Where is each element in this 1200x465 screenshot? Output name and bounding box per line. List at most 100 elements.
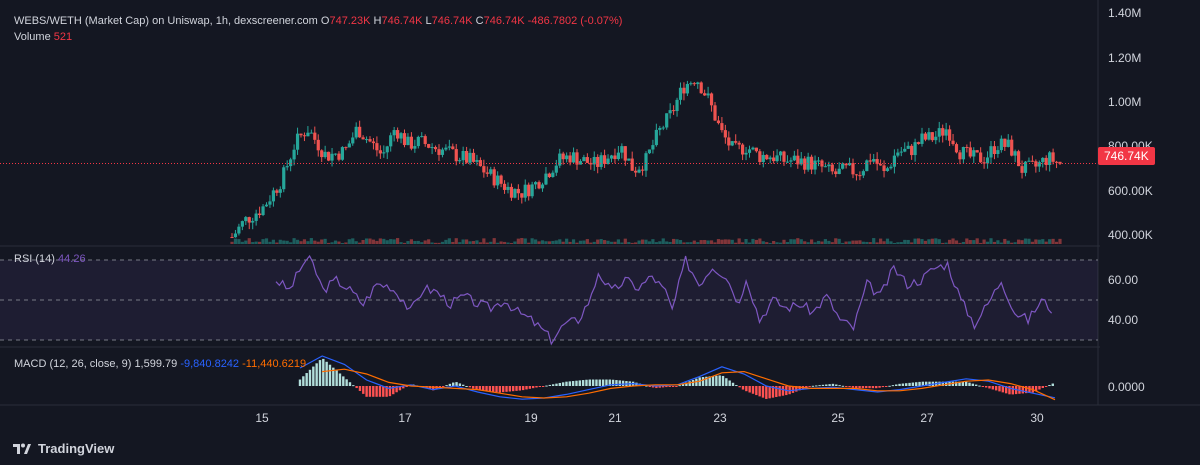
rsi-label: RSI (14) [14,253,55,265]
candle-body [630,158,634,171]
volume-bar [523,238,527,244]
candle-body [416,136,420,147]
volume-bar [985,241,990,244]
candle-body [789,160,793,162]
macd-histogram-bar [875,386,878,389]
macd-histogram-bar [1004,386,1008,394]
candle-body [844,163,848,166]
macd-line [299,355,1056,400]
volume-bar [830,242,834,244]
volume-bar [540,240,545,244]
macd-histogram-bar [888,385,891,387]
volume-bar [758,238,762,244]
macd-histogram-bar [905,383,908,386]
candle-body [344,147,348,149]
volume-bar [879,238,883,244]
volume-bar [992,241,997,244]
volume-bar [499,241,503,244]
macd-histogram-bar [648,386,651,387]
candle-body [603,155,607,164]
volume-bar [868,242,872,244]
volume-bar [661,238,665,244]
candle-body [782,151,786,162]
candle-body [713,105,717,121]
volume-bar [1030,241,1034,244]
candle-body [865,160,869,172]
candle-body [1048,152,1052,165]
time-tick: 30 [1030,411,1044,425]
volume-bar [1027,238,1031,244]
volume-bar [785,242,790,244]
candle-body [465,150,469,163]
macd-histogram-bar [731,382,735,386]
macd-histogram-bar [691,379,695,386]
candle-body [847,162,852,166]
macd-histogram-bar [1028,386,1031,393]
macd-histogram-bar [335,370,338,386]
rsi-line [275,254,1053,346]
macd-histogram-bar [758,386,761,397]
macd-histogram-bar [791,386,795,393]
candle-body [796,155,800,165]
volume-bar [903,239,907,244]
macd-histogram-bar [901,383,905,386]
candle-body [741,144,745,155]
volume-bar [299,241,303,244]
volume-bar [423,240,427,244]
time-tick: 21 [608,411,622,425]
macd-histogram-bar [835,384,838,386]
candle-body [816,160,821,162]
macd-histogram-bar [501,386,505,393]
macd-histogram-bar [338,373,342,386]
candle-body [592,156,596,165]
volume-bar [306,241,310,244]
candle-body [882,165,886,172]
volume-bar [502,241,507,244]
volume-bar [696,242,700,244]
macd-histogram-bar [968,382,971,386]
macd-histogram-bar [971,383,975,386]
candle-body [837,168,841,175]
candle-body [402,133,407,146]
macd-histogram-bar [925,381,928,386]
macd-histogram-bar [511,386,515,392]
volume-bar [278,239,282,244]
volume-bar [716,239,721,244]
volume-bar [378,238,382,244]
macd-histogram-bar [658,386,661,388]
candle-body [534,182,538,185]
volume-bar [396,238,400,244]
candle-body [989,146,993,158]
candle-body [872,159,876,162]
candle-body [537,182,541,189]
candle-body [337,153,341,160]
candle-body [371,141,376,144]
candle-body [1003,138,1007,147]
volume-bar [323,238,327,244]
tradingview-brand[interactable]: TradingView [12,441,114,456]
candle-body [672,110,676,112]
macd-histogram-bar [751,386,755,394]
volume-bar [768,242,772,244]
volume-bar [461,239,465,244]
candle-body [399,133,403,139]
macd-histogram-bar [498,386,502,393]
volume-bar [651,239,655,244]
macd-histogram-bar [991,386,995,390]
candle-body [440,149,445,155]
volume-bar [789,239,793,244]
volume-bar [613,241,617,244]
candle-body [858,175,862,177]
candle-body [295,133,300,150]
candle-body [230,237,234,239]
volume-bar [427,239,431,244]
volume-bar [530,238,534,244]
volume-bar [851,240,855,244]
candle-body [1027,160,1031,162]
candle-body [944,129,948,136]
candle-body [706,93,710,96]
candle-body [937,128,941,137]
macd-histogram-bar [755,386,758,396]
